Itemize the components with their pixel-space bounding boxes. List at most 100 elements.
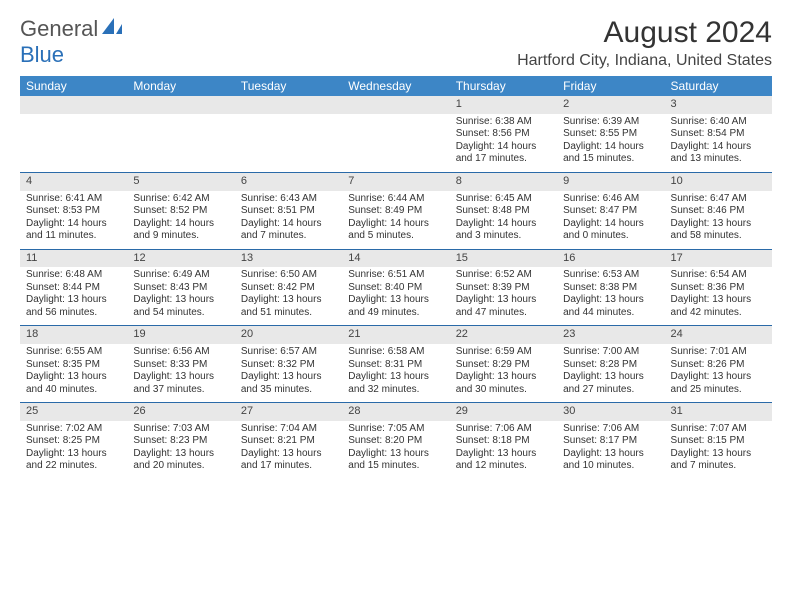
- daylight-l1: Daylight: 14 hours: [26, 218, 121, 231]
- sunrise: Sunrise: 7:01 AM: [671, 346, 766, 359]
- sunset: Sunset: 8:25 PM: [26, 435, 121, 448]
- calendar-cell: 13Sunrise: 6:50 AMSunset: 8:42 PMDayligh…: [235, 249, 342, 326]
- dow-header: Saturday: [665, 76, 772, 96]
- daylight-l2: and 3 minutes.: [456, 230, 551, 243]
- daylight-l2: and 17 minutes.: [241, 460, 336, 473]
- daylight-l1: Daylight: 14 hours: [133, 218, 228, 231]
- daylight-l2: and 27 minutes.: [563, 384, 658, 397]
- calendar-cell: 26Sunrise: 7:03 AMSunset: 8:23 PMDayligh…: [127, 403, 234, 479]
- day-body: Sunrise: 6:47 AMSunset: 8:46 PMDaylight:…: [665, 191, 772, 249]
- sail-icon: [100, 16, 126, 42]
- daylight-l2: and 22 minutes.: [26, 460, 121, 473]
- day-body: Sunrise: 6:45 AMSunset: 8:48 PMDaylight:…: [450, 191, 557, 249]
- sunset: Sunset: 8:46 PM: [671, 205, 766, 218]
- daylight-l1: Daylight: 13 hours: [456, 371, 551, 384]
- day-number: [342, 96, 449, 114]
- sunrise: Sunrise: 7:03 AM: [133, 423, 228, 436]
- day-body: Sunrise: 7:02 AMSunset: 8:25 PMDaylight:…: [20, 421, 127, 479]
- sunrise: Sunrise: 6:54 AM: [671, 269, 766, 282]
- calendar-cell: 29Sunrise: 7:06 AMSunset: 8:18 PMDayligh…: [450, 403, 557, 479]
- day-number: 26: [127, 403, 234, 421]
- sunset: Sunset: 8:40 PM: [348, 282, 443, 295]
- title-block: August 2024 Hartford City, Indiana, Unit…: [517, 16, 772, 70]
- dow-header: Wednesday: [342, 76, 449, 96]
- day-body: Sunrise: 7:07 AMSunset: 8:15 PMDaylight:…: [665, 421, 772, 479]
- sunset: Sunset: 8:18 PM: [456, 435, 551, 448]
- daylight-l1: Daylight: 13 hours: [671, 448, 766, 461]
- sunset: Sunset: 8:39 PM: [456, 282, 551, 295]
- day-number: 16: [557, 250, 664, 268]
- day-body: Sunrise: 6:58 AMSunset: 8:31 PMDaylight:…: [342, 344, 449, 402]
- sunrise: Sunrise: 6:44 AM: [348, 193, 443, 206]
- daylight-l2: and 12 minutes.: [456, 460, 551, 473]
- daylight-l2: and 0 minutes.: [563, 230, 658, 243]
- day-number: 2: [557, 96, 664, 114]
- sunset: Sunset: 8:17 PM: [563, 435, 658, 448]
- calendar-cell: 2Sunrise: 6:39 AMSunset: 8:55 PMDaylight…: [557, 96, 664, 172]
- dow-header: Sunday: [20, 76, 127, 96]
- day-number: 9: [557, 173, 664, 191]
- sunrise: Sunrise: 7:06 AM: [563, 423, 658, 436]
- day-body: Sunrise: 6:52 AMSunset: 8:39 PMDaylight:…: [450, 267, 557, 325]
- calendar-body: 1Sunrise: 6:38 AMSunset: 8:56 PMDaylight…: [20, 96, 772, 479]
- calendar-cell: 15Sunrise: 6:52 AMSunset: 8:39 PMDayligh…: [450, 249, 557, 326]
- calendar-cell: 6Sunrise: 6:43 AMSunset: 8:51 PMDaylight…: [235, 172, 342, 249]
- day-number: 23: [557, 326, 664, 344]
- daylight-l1: Daylight: 13 hours: [348, 448, 443, 461]
- sunrise: Sunrise: 6:40 AM: [671, 116, 766, 129]
- sunset: Sunset: 8:29 PM: [456, 359, 551, 372]
- sunrise: Sunrise: 7:05 AM: [348, 423, 443, 436]
- daylight-l2: and 54 minutes.: [133, 307, 228, 320]
- day-body: Sunrise: 6:42 AMSunset: 8:52 PMDaylight:…: [127, 191, 234, 249]
- day-body: Sunrise: 6:40 AMSunset: 8:54 PMDaylight:…: [665, 114, 772, 172]
- daylight-l2: and 15 minutes.: [348, 460, 443, 473]
- day-body: Sunrise: 7:06 AMSunset: 8:18 PMDaylight:…: [450, 421, 557, 479]
- day-number: 12: [127, 250, 234, 268]
- daylight-l1: Daylight: 13 hours: [133, 371, 228, 384]
- calendar-cell: 4Sunrise: 6:41 AMSunset: 8:53 PMDaylight…: [20, 172, 127, 249]
- day-body: Sunrise: 6:46 AMSunset: 8:47 PMDaylight:…: [557, 191, 664, 249]
- calendar-cell: 24Sunrise: 7:01 AMSunset: 8:26 PMDayligh…: [665, 326, 772, 403]
- calendar-cell: 17Sunrise: 6:54 AMSunset: 8:36 PMDayligh…: [665, 249, 772, 326]
- day-body: Sunrise: 6:53 AMSunset: 8:38 PMDaylight:…: [557, 267, 664, 325]
- day-number: 5: [127, 173, 234, 191]
- daylight-l1: Daylight: 13 hours: [26, 294, 121, 307]
- dow-header: Friday: [557, 76, 664, 96]
- daylight-l2: and 58 minutes.: [671, 230, 766, 243]
- day-number: 11: [20, 250, 127, 268]
- calendar-row: 11Sunrise: 6:48 AMSunset: 8:44 PMDayligh…: [20, 249, 772, 326]
- day-number: 8: [450, 173, 557, 191]
- calendar-cell: [235, 96, 342, 172]
- daylight-l2: and 47 minutes.: [456, 307, 551, 320]
- day-number: 1: [450, 96, 557, 114]
- day-body: [20, 114, 127, 172]
- calendar-cell: [342, 96, 449, 172]
- day-number: 6: [235, 173, 342, 191]
- calendar-cell: 1Sunrise: 6:38 AMSunset: 8:56 PMDaylight…: [450, 96, 557, 172]
- sunset: Sunset: 8:38 PM: [563, 282, 658, 295]
- daylight-l1: Daylight: 13 hours: [348, 371, 443, 384]
- sunrise: Sunrise: 6:51 AM: [348, 269, 443, 282]
- sunrise: Sunrise: 6:56 AM: [133, 346, 228, 359]
- calendar-cell: 19Sunrise: 6:56 AMSunset: 8:33 PMDayligh…: [127, 326, 234, 403]
- calendar-cell: 20Sunrise: 6:57 AMSunset: 8:32 PMDayligh…: [235, 326, 342, 403]
- sunset: Sunset: 8:32 PM: [241, 359, 336, 372]
- sunset: Sunset: 8:31 PM: [348, 359, 443, 372]
- sunset: Sunset: 8:55 PM: [563, 128, 658, 141]
- daylight-l2: and 5 minutes.: [348, 230, 443, 243]
- day-number: 3: [665, 96, 772, 114]
- page-header: General August 2024 Hartford City, India…: [20, 16, 772, 70]
- dow-header: Thursday: [450, 76, 557, 96]
- calendar-cell: 30Sunrise: 7:06 AMSunset: 8:17 PMDayligh…: [557, 403, 664, 479]
- sunrise: Sunrise: 6:47 AM: [671, 193, 766, 206]
- sunset: Sunset: 8:44 PM: [26, 282, 121, 295]
- daylight-l1: Daylight: 13 hours: [133, 448, 228, 461]
- calendar-row: 25Sunrise: 7:02 AMSunset: 8:25 PMDayligh…: [20, 403, 772, 479]
- calendar-cell: 23Sunrise: 7:00 AMSunset: 8:28 PMDayligh…: [557, 326, 664, 403]
- sunrise: Sunrise: 7:00 AM: [563, 346, 658, 359]
- day-number: 17: [665, 250, 772, 268]
- daylight-l1: Daylight: 13 hours: [671, 294, 766, 307]
- day-number: [235, 96, 342, 114]
- calendar-cell: 28Sunrise: 7:05 AMSunset: 8:20 PMDayligh…: [342, 403, 449, 479]
- day-body: Sunrise: 7:00 AMSunset: 8:28 PMDaylight:…: [557, 344, 664, 402]
